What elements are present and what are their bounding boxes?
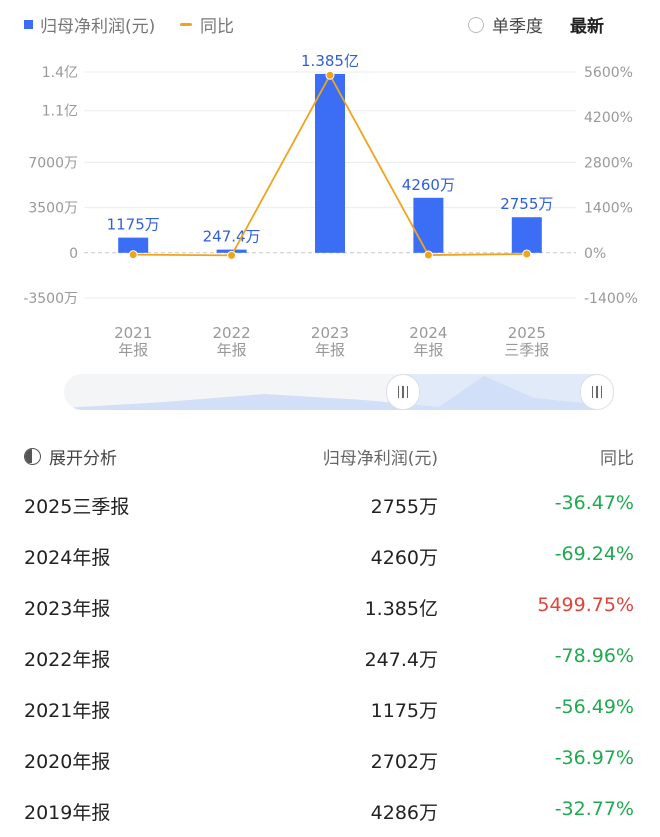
bar [315,73,345,253]
y-right-tick-label: 5600% [584,65,633,81]
latest-button[interactable]: 最新 [570,17,604,37]
table-header: 展开分析 归母净利润(元) 同比 [0,434,660,478]
bar [511,217,542,253]
bar-data-label: 1175万 [107,216,160,234]
table-row[interactable]: 2019年报 4286万 -32.77% [0,786,660,837]
yoy-cell: -36.47% [554,492,634,514]
yoy-column-header: 同比 [600,449,634,469]
x-tick-label: 三季报 [504,341,549,359]
bar-data-label: 247.4万 [203,228,261,246]
expand-analysis-button[interactable]: 展开分析 [24,444,117,469]
x-tick-label: 2022 [213,324,251,342]
y-left-tick-label: 7000万 [28,155,78,171]
bar-data-label: 2755万 [500,195,553,213]
yoy-cell: -78.96% [554,645,634,667]
bar-data-label: 1.385亿 [301,52,359,70]
yoy-cell: 5499.75% [537,594,634,616]
legend-line-label: 同比 [200,17,234,37]
range-slider-selection[interactable] [402,374,598,410]
yoy-cell: -56.49% [554,696,634,718]
grip-icon [397,386,409,398]
y-right-tick-label: 0% [584,246,606,262]
yoy-point [325,70,335,80]
yoy-cell: -36.97% [554,747,634,769]
period-cell: 2023年报 [24,598,111,620]
yoy-point [522,249,532,259]
yoy-point [227,250,237,260]
y-left-tick-label: 3500万 [28,201,78,217]
y-left-tick-label: 1.4亿 [42,65,78,81]
x-tick-label: 2024 [409,324,447,342]
table-row[interactable]: 2021年报 1175万 -56.49% [0,684,660,735]
y-left-tick-label: 0 [69,246,78,262]
value-cell: 4286万 [370,802,438,824]
grip-icon [591,386,603,398]
table-row[interactable]: 2023年报 1.385亿 5499.75% [0,582,660,633]
x-tick-label: 2023 [311,324,349,342]
value-cell: 2755万 [370,496,438,518]
x-tick-label: 年报 [118,341,148,359]
yoy-cell: -69.24% [554,543,634,565]
pie-chart-icon [24,448,41,465]
period-cell: 2021年报 [24,700,111,722]
single-quarter-label: 单季度 [492,17,543,37]
bar-data-label: 4260万 [402,176,455,194]
radio-circle-icon[interactable] [468,16,484,33]
x-tick-label: 年报 [413,341,443,359]
bar [413,197,444,253]
bar [118,237,149,253]
period-cell: 2022年报 [24,649,111,671]
table-row[interactable]: 2020年报 2702万 -36.97% [0,735,660,786]
single-quarter-toggle[interactable]: 单季度 [468,12,543,37]
value-cell: 4260万 [370,547,438,569]
value-cell: 247.4万 [364,649,438,671]
range-handle-left[interactable] [386,374,420,410]
bar-swatch-icon [24,20,33,29]
yoy-point [423,250,433,260]
y-right-tick-label: 2800% [584,155,633,171]
y-right-tick-label: 1400% [584,201,633,217]
period-cell: 2024年报 [24,547,111,569]
x-tick-label: 2025 [508,324,546,342]
table-row[interactable]: 2022年报 247.4万 -78.96% [0,633,660,684]
value-column-header: 归母净利润(元) [322,449,438,469]
y-left-tick-label: -3500万 [23,291,78,307]
legend-bar-label: 归母净利润(元) [40,17,156,37]
y-right-tick-label: -1400% [584,291,638,307]
table-row[interactable]: 2024年报 4260万 -69.24% [0,531,660,582]
range-handle-right[interactable] [580,374,614,410]
period-cell: 2025三季报 [24,496,130,518]
expand-analysis-label: 展开分析 [49,449,117,469]
legend-bar-series[interactable]: 归母净利润(元) [24,12,155,37]
value-cell: 2702万 [370,751,438,773]
line-swatch-icon [180,23,192,26]
x-tick-label: 年报 [315,341,345,359]
profit-chart: 1.4亿 1.1亿 7000万 3500万 0 -3500万 5600% 4200% 2800%… [23,52,638,359]
value-cell: 1175万 [370,700,438,722]
y-left-tick-label: 1.1亿 [42,104,78,120]
value-cell: 1.385亿 [364,598,438,620]
x-tick-label: 2021 [114,324,152,342]
period-cell: 2019年报 [24,802,111,824]
period-cell: 2020年报 [24,751,111,773]
yoy-point [128,250,138,260]
table-row[interactable]: 2025三季报 2755万 -36.47% [0,480,660,531]
chart-header: 归母净利润(元) 同比 单季度 最新 [0,0,660,46]
yoy-cell: -32.77% [554,798,634,820]
y-right-tick-label: 4200% [584,110,633,126]
x-tick-label: 年报 [217,341,247,359]
legend-line-series[interactable]: 同比 [180,12,234,37]
